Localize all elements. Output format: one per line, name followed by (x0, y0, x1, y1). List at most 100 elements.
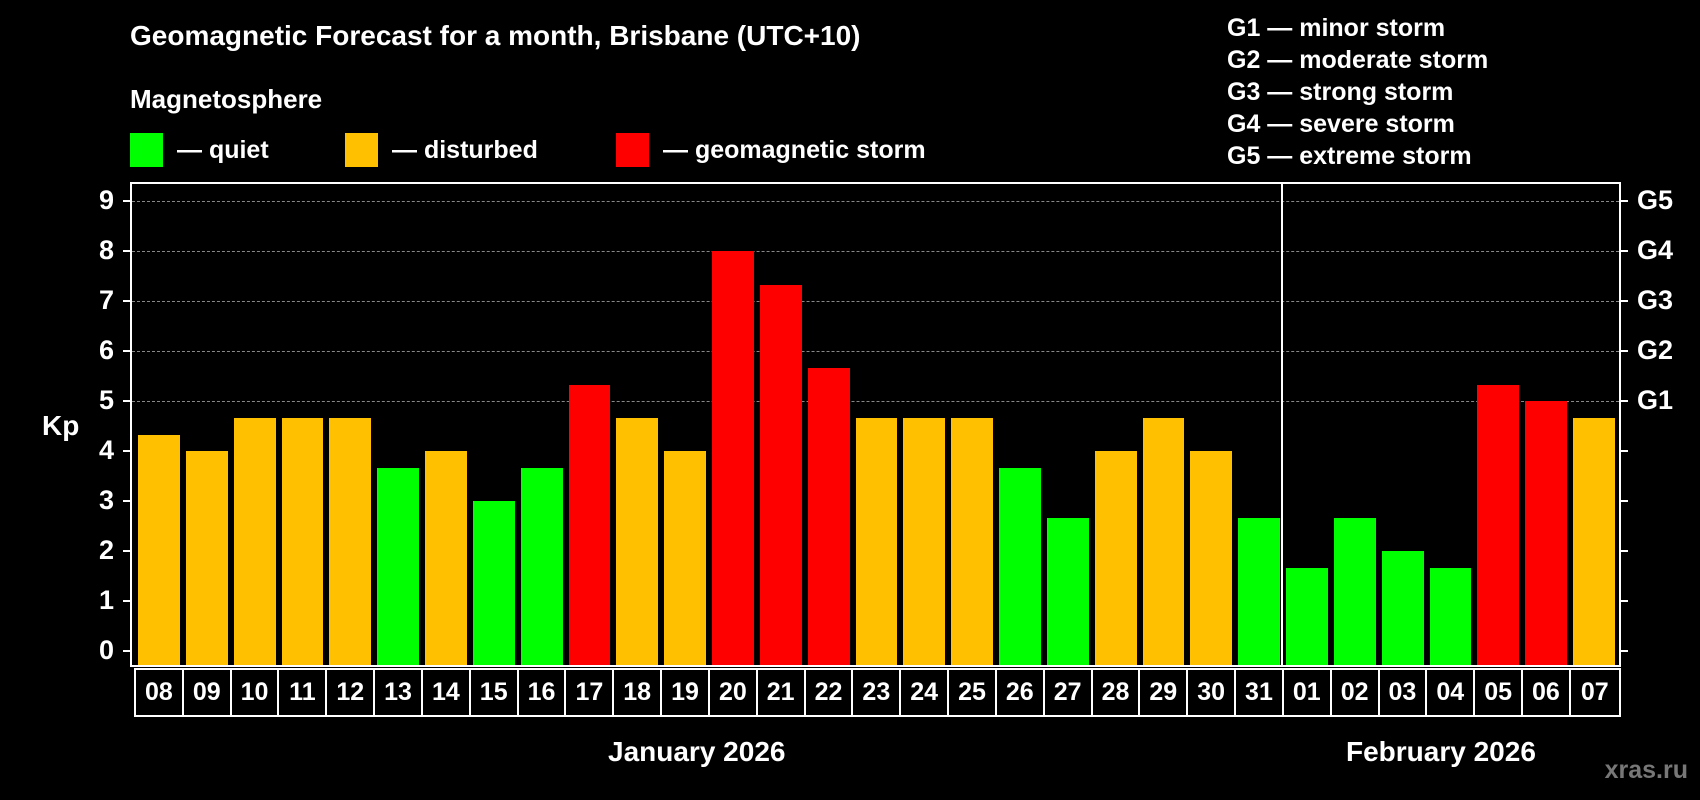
y-tick-right (1620, 400, 1628, 402)
day-label-30: 30 (1188, 668, 1237, 715)
y-tick-label: 4 (98, 435, 114, 465)
day-label-29: 29 (1140, 668, 1189, 715)
magnetosphere-label: Magnetosphere (130, 84, 323, 114)
watermark: xras.ru (1604, 756, 1688, 784)
day-label-09: 09 (183, 668, 232, 715)
y-tick-right (1620, 350, 1628, 352)
bar-30 (1190, 451, 1233, 665)
gridline-8 (132, 251, 1619, 252)
gridline-6 (132, 351, 1619, 352)
day-label-31: 31 (1236, 668, 1284, 715)
y-tick-label: 8 (98, 235, 114, 265)
y-tick-label: 3 (98, 485, 114, 515)
g-scale-label-g1: G1 (1637, 385, 1674, 415)
g-scale-legend: G1 — minor storm G2 — moderate storm G3 … (1227, 12, 1488, 172)
gridline-9 (132, 201, 1619, 202)
day-label-04: 04 (1427, 668, 1476, 715)
y-tick (123, 400, 131, 402)
g-scale-label-g4: G4 (1637, 235, 1674, 265)
day-label-02: 02 (1331, 668, 1380, 715)
day-label-27: 27 (1044, 668, 1093, 715)
bar-03 (1381, 551, 1424, 665)
y-tick (123, 450, 131, 452)
legend-storm-label: — geomagnetic storm (663, 135, 926, 164)
bar-26 (999, 467, 1041, 665)
day-label-10: 10 (231, 668, 280, 715)
day-label-18: 18 (614, 668, 663, 715)
day-label-24: 24 (901, 668, 950, 715)
bar-09 (185, 451, 228, 665)
g5-legend: G5 — extreme storm (1227, 142, 1472, 170)
legend-storm: — geomagnetic storm (616, 133, 926, 167)
disturbed-swatch-icon (345, 133, 378, 167)
bar-29 (1142, 417, 1185, 665)
bar-15 (472, 501, 515, 665)
bar-05 (1477, 384, 1520, 665)
y-tick (123, 550, 131, 552)
day-label-13: 13 (375, 668, 423, 715)
legend-quiet: — quiet (130, 133, 269, 167)
day-label-14: 14 (422, 668, 471, 715)
y-tick-right (1620, 200, 1628, 202)
g1-legend: G1 — minor storm (1227, 14, 1446, 42)
y-tick-right (1620, 250, 1628, 252)
bar-20 (712, 251, 754, 665)
bar-10 (233, 417, 276, 665)
day-label-11: 11 (279, 668, 328, 715)
bar-14 (425, 451, 467, 665)
bar-08 (138, 434, 180, 665)
month-label-january: January 2026 (608, 736, 786, 767)
g3-legend: G3 — strong storm (1227, 78, 1454, 106)
bar-25 (951, 417, 994, 665)
g-scale-label-g5: G5 (1637, 185, 1674, 215)
y-tick (123, 300, 131, 302)
gridline-7 (132, 301, 1619, 302)
bar-18 (616, 417, 659, 665)
y-tick-label: 7 (98, 285, 114, 315)
g-scale-label-g3: G3 (1637, 285, 1674, 315)
bar-28 (1094, 451, 1137, 665)
y-tick-label: 0 (98, 635, 114, 665)
bar-23 (855, 417, 898, 665)
y-tick-right (1620, 650, 1628, 652)
y-tick-label: 6 (98, 335, 114, 365)
y-tick-right (1620, 600, 1628, 602)
day-label-01: 01 (1283, 668, 1332, 715)
bar-06 (1525, 401, 1568, 665)
y-tick-label: 9 (98, 185, 114, 215)
legend-disturbed-label: — disturbed (392, 135, 538, 164)
y-tick-right (1620, 500, 1628, 502)
g-scale-label-g2: G2 (1637, 335, 1674, 365)
day-label-28: 28 (1092, 668, 1141, 715)
bar-04 (1429, 567, 1472, 665)
y-tick-right (1620, 300, 1628, 302)
y-tick-label: 5 (98, 385, 114, 415)
bar-24 (903, 417, 946, 665)
day-label-03: 03 (1379, 668, 1428, 715)
bar-17 (568, 384, 611, 665)
y-tick-label: 1 (98, 585, 114, 615)
bar-11 (281, 417, 324, 665)
day-label-15: 15 (470, 668, 519, 715)
quiet-swatch-icon (130, 133, 163, 167)
storm-swatch-icon (616, 133, 649, 167)
legend-quiet-label: — quiet (177, 135, 269, 164)
y-tick (123, 200, 131, 202)
chart-title: Geomagnetic Forecast for a month, Brisba… (130, 20, 861, 51)
bar-12 (329, 417, 372, 665)
day-label-23: 23 (853, 668, 902, 715)
y-tick-label: 2 (98, 535, 114, 565)
bar-16 (520, 467, 563, 665)
y-tick-right (1620, 550, 1628, 552)
bar-07 (1573, 417, 1615, 665)
bar-31 (1238, 517, 1281, 665)
month-label-february: February 2026 (1346, 736, 1536, 767)
plot-area: 0 1 2 3 4 5 6 7 8 9 G1 G2 G3 G4 G5 (99, 182, 1673, 667)
day-label-20: 20 (709, 668, 758, 715)
g4-legend: G4 — severe storm (1227, 110, 1455, 138)
x-axis-days: 08 09 10 11 12 13 14 15 16 17 18 19 20 21 22 23 24 25 26 27… (134, 668, 1621, 717)
day-label-05: 05 (1475, 668, 1524, 715)
day-label-17: 17 (566, 668, 615, 715)
day-label-25: 25 (949, 668, 997, 715)
day-label-12: 12 (327, 668, 376, 715)
